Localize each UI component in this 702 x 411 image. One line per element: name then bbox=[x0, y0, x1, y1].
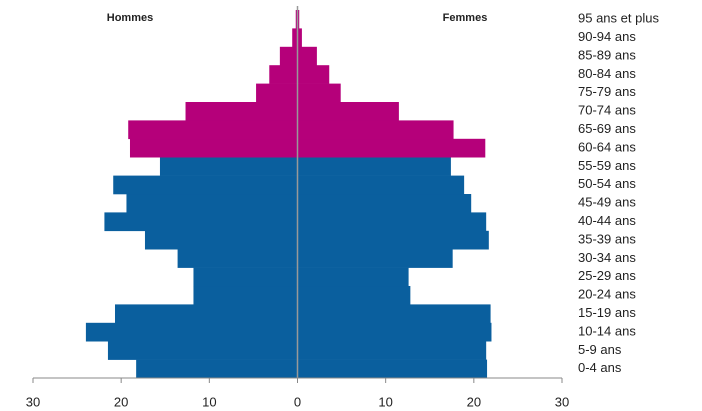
bar bbox=[136, 359, 298, 379]
bar bbox=[297, 212, 487, 232]
bar bbox=[297, 322, 492, 342]
bar bbox=[297, 304, 491, 324]
bar bbox=[297, 65, 330, 84]
bar bbox=[159, 157, 298, 176]
bar bbox=[297, 138, 486, 158]
series-name: Hommes bbox=[107, 12, 153, 24]
bar bbox=[107, 341, 298, 360]
category-label: 90-94 ans bbox=[578, 29, 636, 44]
category-label: 30-34 ans bbox=[578, 250, 636, 265]
bar bbox=[297, 28, 302, 48]
bar bbox=[297, 157, 451, 176]
bar bbox=[297, 194, 472, 213]
category-label: 15-19 ans bbox=[578, 305, 636, 320]
bar bbox=[297, 249, 453, 268]
bar bbox=[297, 230, 489, 250]
bar bbox=[297, 10, 300, 29]
category-label: 60-64 ans bbox=[578, 139, 636, 154]
bar bbox=[297, 83, 341, 103]
bar bbox=[292, 28, 298, 48]
category-label: 5-9 ans bbox=[578, 342, 622, 357]
bar bbox=[129, 138, 298, 158]
bar bbox=[295, 10, 298, 29]
category-label: 95 ans et plus bbox=[578, 11, 659, 26]
category-label: 10-14 ans bbox=[578, 323, 636, 338]
category-label: 45-49 ans bbox=[578, 195, 636, 210]
x-tick-label: 20 bbox=[114, 394, 128, 409]
bar bbox=[279, 46, 298, 66]
bar bbox=[128, 120, 298, 140]
category-label: 80-84 ans bbox=[578, 66, 636, 81]
bar bbox=[297, 102, 399, 121]
category-label: 35-39 ans bbox=[578, 231, 636, 246]
bar bbox=[297, 120, 454, 140]
category-label: 75-79 ans bbox=[578, 84, 636, 99]
bar bbox=[297, 46, 317, 66]
bar bbox=[177, 249, 298, 268]
category-label: 0-4 ans bbox=[578, 360, 622, 375]
bar bbox=[113, 175, 298, 195]
bar bbox=[297, 341, 487, 360]
bar bbox=[256, 83, 298, 103]
bar bbox=[193, 267, 298, 287]
x-tick-label: 10 bbox=[202, 394, 216, 409]
category-label: 70-74 ans bbox=[578, 103, 636, 118]
x-tick-label: 20 bbox=[467, 394, 481, 409]
category-label: 85-89 ans bbox=[578, 47, 636, 62]
category-label: 55-59 ans bbox=[578, 158, 636, 173]
bar bbox=[297, 286, 411, 305]
category-label: 50-54 ans bbox=[578, 176, 636, 191]
x-tick-label: 10 bbox=[378, 394, 392, 409]
bar bbox=[185, 102, 298, 121]
bar bbox=[126, 194, 298, 213]
bar bbox=[269, 65, 298, 84]
category-label: 25-29 ans bbox=[578, 268, 636, 283]
bar bbox=[297, 175, 465, 195]
x-tick-label: 30 bbox=[555, 394, 569, 409]
category-label: 65-69 ans bbox=[578, 121, 636, 136]
bar bbox=[104, 212, 298, 232]
category-label: 40-44 ans bbox=[578, 213, 636, 228]
bar bbox=[297, 267, 409, 287]
series-name: Femmes bbox=[443, 12, 488, 24]
x-tick-label: 30 bbox=[26, 394, 40, 409]
bar bbox=[297, 359, 488, 379]
bar bbox=[144, 230, 298, 250]
bar bbox=[85, 322, 298, 342]
category-label: 20-24 ans bbox=[578, 287, 636, 302]
x-tick-label: 0 bbox=[294, 394, 301, 409]
bar bbox=[114, 304, 298, 324]
bar bbox=[193, 286, 298, 305]
